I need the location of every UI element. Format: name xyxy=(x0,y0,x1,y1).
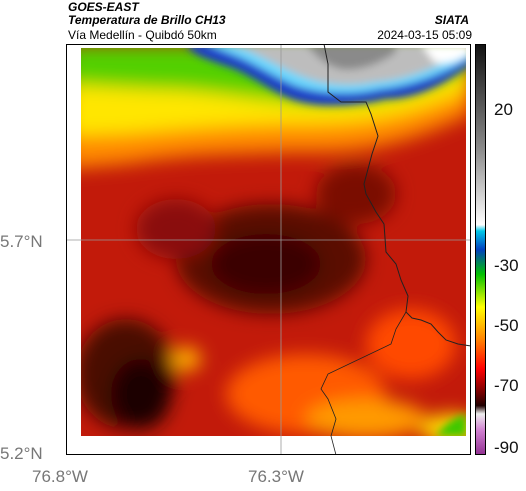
border-line xyxy=(323,44,471,347)
river-line xyxy=(320,311,407,455)
region-subtitle: Vía Medellín - Quibdó 50km xyxy=(68,28,217,42)
map-frame xyxy=(66,44,471,455)
colorbar-tick-minus90: -90 xyxy=(494,438,519,457)
timestamp: 2024-03-15 05:09 xyxy=(377,28,472,42)
lon-label-76-8w: 76.8°W xyxy=(32,467,88,486)
product-title: Temperatura de Brillo CH13 xyxy=(68,13,226,27)
colorbar-tick-minus50: -50 xyxy=(494,316,519,335)
colorbar-tick-minus30: -30 xyxy=(494,256,519,275)
brightness-temperature-map[interactable] xyxy=(66,44,471,455)
colorbar xyxy=(475,44,486,455)
colorbar-tick-minus70: -70 xyxy=(494,376,519,395)
source-label: SIATA xyxy=(434,13,469,27)
lon-label-76-3w: 76.3°W xyxy=(248,467,304,486)
lat-label-5-7n: 5.7°N xyxy=(0,232,43,251)
satellite-title: GOES-EAST xyxy=(68,0,139,14)
temperature-field xyxy=(81,48,466,436)
lat-label-5-2n: 5.2°N xyxy=(0,444,43,463)
colorbar-tick-20: 20 xyxy=(494,100,513,119)
